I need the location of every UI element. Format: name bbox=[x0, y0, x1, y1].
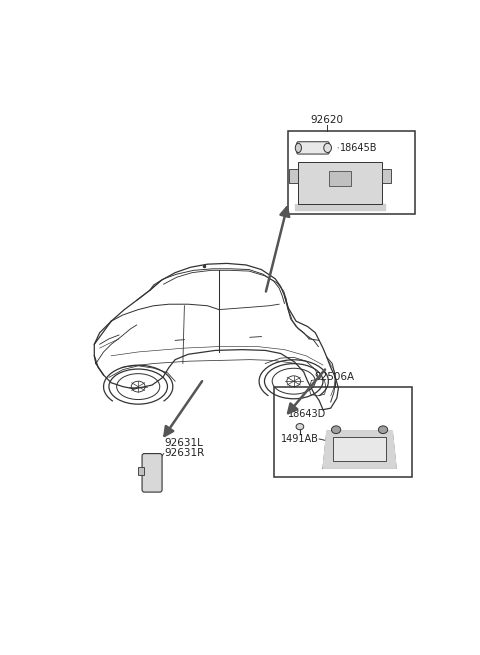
Text: 18643D: 18643D bbox=[288, 409, 326, 419]
Text: 92631L: 92631L bbox=[164, 438, 203, 448]
Text: 92631R: 92631R bbox=[164, 448, 204, 458]
Text: 92506A: 92506A bbox=[314, 372, 355, 382]
Ellipse shape bbox=[378, 426, 388, 434]
Bar bbox=[289, 170, 299, 183]
Bar bbox=[333, 438, 386, 460]
Bar bbox=[288, 131, 415, 214]
Bar bbox=[138, 468, 144, 475]
Ellipse shape bbox=[324, 143, 332, 153]
Text: 18645B: 18645B bbox=[340, 143, 377, 153]
FancyBboxPatch shape bbox=[297, 141, 329, 154]
Ellipse shape bbox=[332, 426, 341, 434]
FancyBboxPatch shape bbox=[142, 454, 162, 492]
Bar bbox=[382, 170, 391, 183]
Ellipse shape bbox=[296, 424, 304, 430]
Text: 1491AB: 1491AB bbox=[281, 434, 319, 444]
Bar bbox=[275, 386, 411, 477]
Bar bbox=[299, 162, 382, 204]
Text: 92620: 92620 bbox=[311, 115, 343, 125]
Bar bbox=[329, 171, 351, 187]
Ellipse shape bbox=[295, 143, 301, 153]
Polygon shape bbox=[323, 431, 396, 468]
Polygon shape bbox=[295, 204, 385, 210]
